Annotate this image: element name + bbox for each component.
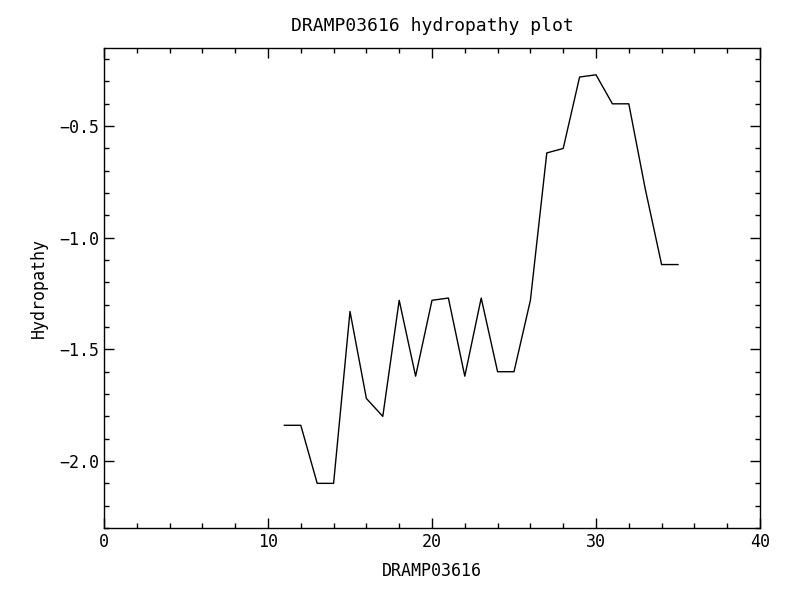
- Title: DRAMP03616 hydropathy plot: DRAMP03616 hydropathy plot: [290, 17, 574, 35]
- X-axis label: DRAMP03616: DRAMP03616: [382, 562, 482, 580]
- Y-axis label: Hydropathy: Hydropathy: [30, 238, 48, 338]
